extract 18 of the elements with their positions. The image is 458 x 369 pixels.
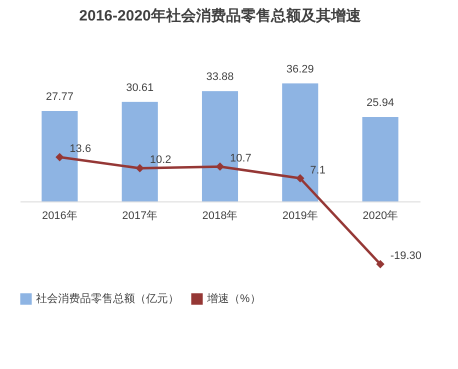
legend-label: 社会消费品零售总额（亿元） (36, 292, 179, 305)
point (296, 174, 304, 182)
x-tick-label: 2020年 (362, 210, 398, 222)
data-label: 30.61 (126, 82, 154, 94)
chart-title: 2016-2020年社会消费品零售总额及其增速 (79, 6, 362, 24)
data-label: -19.30 (390, 250, 422, 262)
point (55, 152, 64, 162)
point (376, 260, 385, 268)
legend-label: 增速（%） (206, 292, 261, 305)
data-label: 33.88 (206, 71, 234, 84)
x-tick-label: 2019年 (282, 210, 318, 222)
x-tick-label: 2018年 (202, 210, 238, 222)
data-label: 27.77 (46, 91, 74, 104)
data-label: 36.29 (286, 63, 314, 76)
x-tick-label: 2016年 (42, 210, 78, 222)
x-tick-label: 2017年 (122, 210, 158, 222)
data-label: 25.94 (366, 97, 394, 110)
bar (362, 117, 398, 202)
